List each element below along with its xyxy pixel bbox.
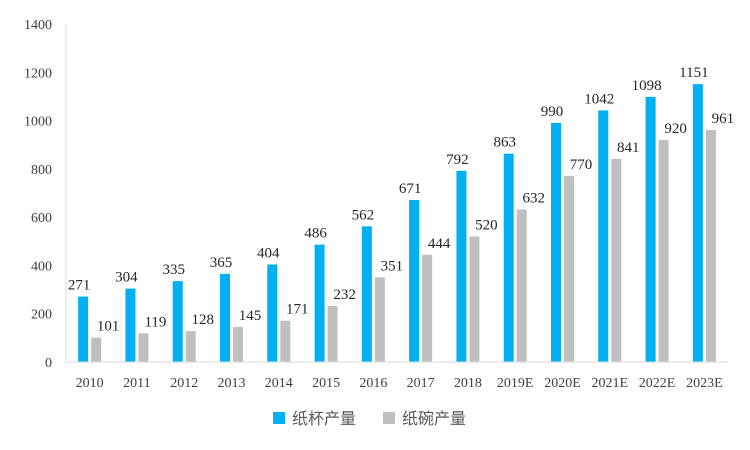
- bar-paper-bowl: [374, 277, 385, 362]
- bar-paper-bowl: [138, 333, 149, 362]
- data-label-paper-bowl: 171: [286, 302, 309, 318]
- legend-label-paper-cup: 纸杯产量: [292, 409, 356, 428]
- data-label-paper-cup: 1151: [679, 65, 708, 81]
- data-label-paper-bowl: 119: [144, 314, 166, 330]
- legend-label-paper-bowl: 纸碗产量: [402, 409, 466, 428]
- x-axis-ticks: 2010 2011 2012 2013 2014 2015 2016 2017 2018 2019…: [76, 376, 723, 391]
- bar-paper-bowl: [233, 326, 243, 362]
- x-tick-label: 2010: [76, 376, 104, 391]
- x-tick-label: 2019E: [497, 376, 534, 391]
- data-label-paper-bowl: 632: [522, 190, 545, 206]
- bar-paper-cup: [125, 288, 136, 362]
- bar-paper-bowl: [280, 320, 291, 362]
- bar-paper-bowl: [91, 337, 102, 362]
- x-tick-label: 2015: [312, 376, 340, 391]
- bar-paper-cup: [692, 84, 703, 362]
- bar-paper-cup: [551, 122, 561, 362]
- bar-paper-cup: [78, 296, 89, 362]
- data-label-paper-bowl: 145: [239, 308, 262, 324]
- data-label-paper-cup: 1042: [584, 91, 614, 107]
- data-label-paper-cup: 990: [541, 104, 564, 120]
- bar-paper-cup: [172, 281, 183, 362]
- y-tick-label: 400: [31, 259, 52, 274]
- x-tick-label: 2018: [454, 376, 482, 391]
- y-tick-label: 800: [31, 163, 52, 178]
- y-tick-label: 1400: [24, 18, 52, 33]
- data-label-paper-bowl: 232: [333, 287, 356, 303]
- x-tick-label: 2016: [359, 376, 387, 391]
- y-tick-label: 200: [31, 308, 52, 323]
- data-labels: 271 101 304 119 335 128 365 145 404 171 486 232 562 3…: [68, 65, 734, 335]
- bar-paper-cup: [267, 264, 278, 362]
- y-tick-label: 0: [45, 356, 52, 371]
- x-tick-label: 2020E: [544, 376, 581, 391]
- data-label-paper-cup: 365: [210, 255, 233, 271]
- bar-paper-cup: [220, 273, 230, 362]
- data-label-paper-bowl: 128: [191, 312, 214, 328]
- data-label-paper-bowl: 520: [475, 217, 498, 233]
- bar-paper-bowl: [564, 176, 574, 362]
- data-label-paper-cup: 792: [446, 152, 469, 168]
- data-label-paper-cup: 404: [257, 245, 280, 261]
- bar-paper-bowl: [611, 158, 622, 362]
- y-tick-label: 1000: [24, 115, 52, 130]
- data-label-paper-bowl: 841: [617, 140, 640, 156]
- x-tick-label: 2022E: [639, 376, 676, 391]
- data-label-paper-cup: 671: [399, 181, 422, 197]
- legend-swatch-paper-cup: [273, 412, 285, 424]
- x-tick-label: 2014: [265, 376, 293, 391]
- x-tick-label: 2023E: [686, 376, 723, 391]
- data-label-paper-bowl: 770: [570, 157, 593, 173]
- bar-paper-cup: [314, 244, 325, 362]
- bar-paper-bowl: [185, 331, 196, 362]
- data-label-paper-cup: 335: [162, 262, 185, 278]
- data-label-paper-bowl: 920: [664, 121, 687, 137]
- data-label-paper-bowl: 101: [97, 319, 120, 335]
- data-label-paper-bowl: 961: [712, 111, 735, 127]
- data-label-paper-bowl: 444: [428, 236, 451, 252]
- bar-paper-bowl: [469, 236, 480, 362]
- x-tick-label: 2017: [407, 376, 435, 391]
- data-label-paper-cup: 562: [352, 207, 375, 223]
- bar-paper-cup: [409, 200, 420, 362]
- x-tick-label: 2012: [170, 376, 198, 391]
- y-tick-label: 600: [31, 211, 52, 226]
- bars: [78, 84, 716, 362]
- data-label-paper-cup: 304: [115, 270, 138, 286]
- y-axis-ticks: 0 200 400 600 800 1000 1200 1400: [24, 18, 52, 371]
- data-label-paper-cup: 486: [304, 226, 327, 242]
- bar-paper-bowl: [422, 254, 433, 362]
- bar-paper-bowl: [327, 305, 338, 362]
- x-tick-label: 2011: [123, 376, 150, 391]
- bar-paper-cup: [503, 153, 514, 362]
- data-label-paper-cup: 271: [68, 278, 91, 294]
- bar-paper-bowl: [658, 139, 669, 362]
- x-tick-label: 2013: [218, 376, 246, 391]
- bar-paper-bowl: [705, 129, 716, 362]
- data-label-paper-cup: 1098: [632, 78, 662, 94]
- y-tick-label: 1200: [24, 66, 52, 81]
- bar-paper-bowl: [516, 209, 527, 362]
- data-label-paper-cup: 863: [493, 135, 516, 151]
- bar-paper-cup: [361, 226, 372, 362]
- bar-paper-cup: [645, 96, 656, 362]
- legend: 纸杯产量 纸碗产量: [273, 409, 466, 428]
- bar-paper-cup: [456, 170, 467, 362]
- bar-paper-cup: [598, 110, 609, 362]
- x-tick-label: 2021E: [592, 376, 629, 391]
- legend-swatch-paper-bowl: [383, 412, 395, 424]
- data-label-paper-bowl: 351: [381, 258, 404, 274]
